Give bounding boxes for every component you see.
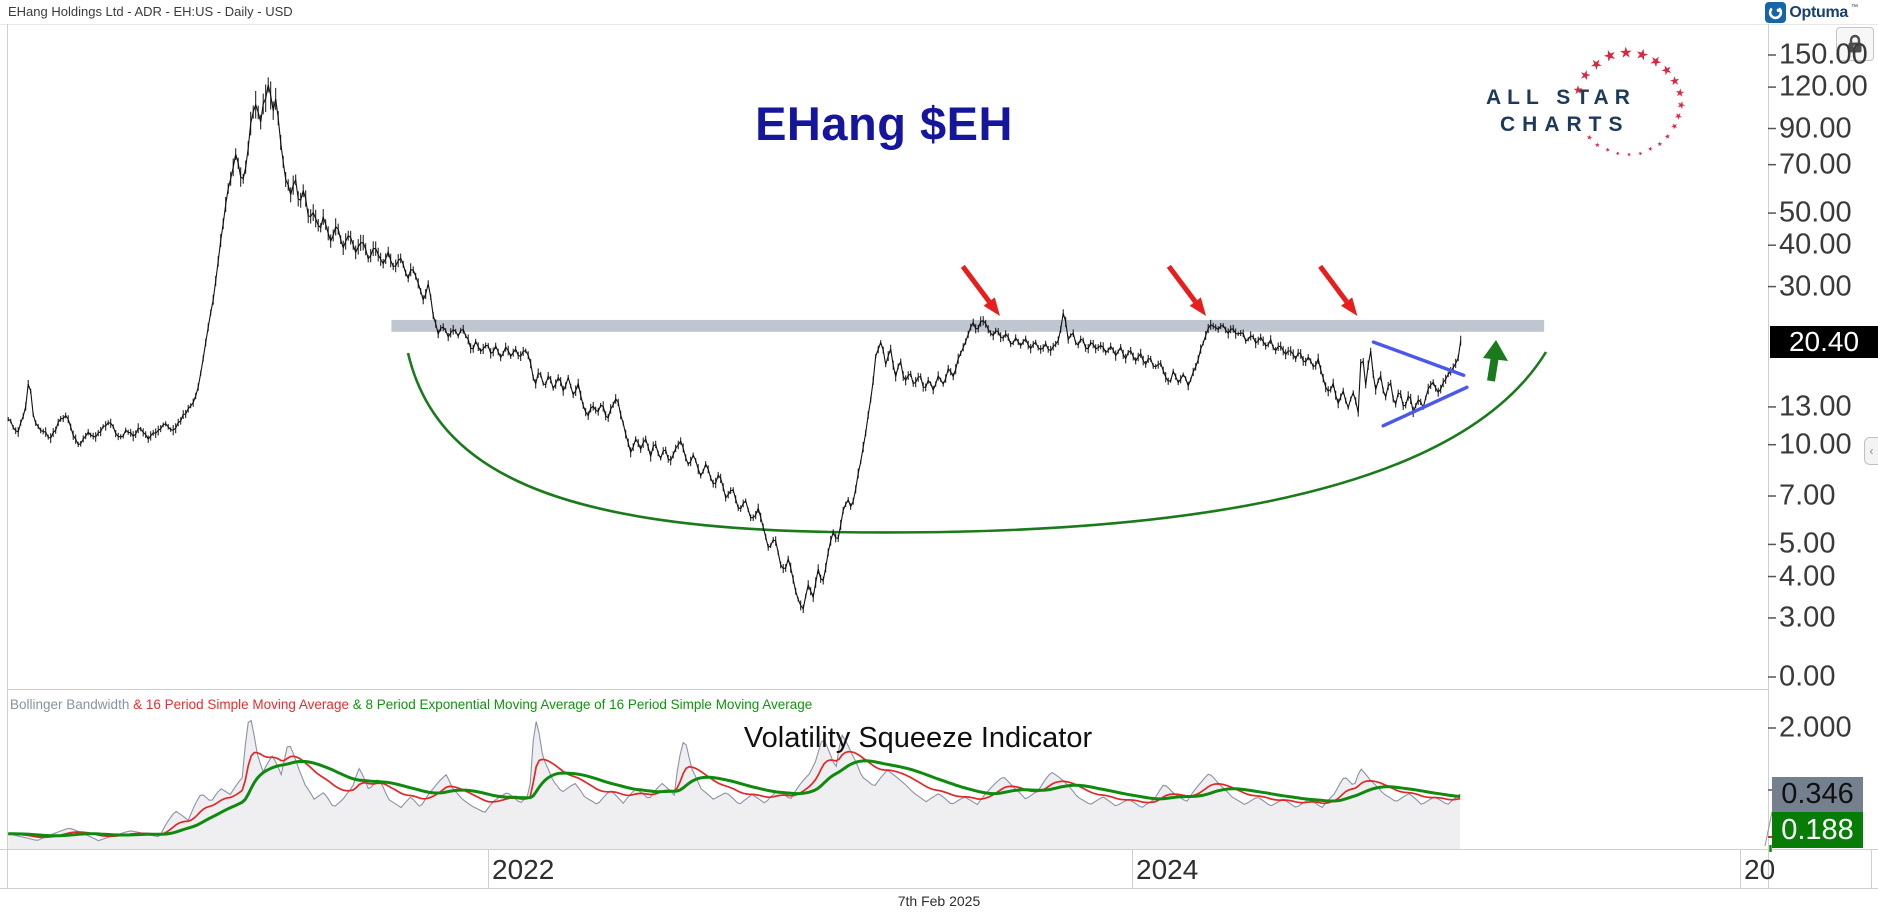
star-icon: ★ bbox=[1614, 149, 1621, 157]
price-axis-label: 150.00 bbox=[1779, 38, 1868, 71]
footer-date: 7th Feb 2025 bbox=[897, 893, 981, 909]
price-axis-label: 13.00 bbox=[1779, 390, 1852, 423]
lock-button[interactable] bbox=[1836, 27, 1874, 61]
price-axis-label: 30.00 bbox=[1779, 270, 1852, 303]
star-icon: ★ bbox=[1575, 66, 1595, 85]
legend-ema: & 8 Period Exponential Moving Average of… bbox=[348, 697, 813, 712]
optuma-logo-icon bbox=[1765, 2, 1787, 23]
legend-bandwidth: Bollinger Bandwidth bbox=[10, 697, 130, 712]
price-axis-label: 5.00 bbox=[1779, 527, 1836, 560]
price-axis-label: 120.00 bbox=[1779, 70, 1868, 103]
price-axis-label: 10.00 bbox=[1779, 428, 1852, 461]
star-icon: ★ bbox=[1626, 150, 1632, 157]
indicator-axis-label: 2.000 bbox=[1779, 711, 1852, 744]
star-icon: ★ bbox=[1672, 110, 1685, 122]
star-icon: ★ bbox=[1593, 140, 1603, 150]
bandwidth-value-badge: 0.346 bbox=[1772, 777, 1863, 812]
price-axis-label: 3.00 bbox=[1779, 601, 1836, 634]
star-icon: ★ bbox=[1674, 100, 1687, 110]
last-price-badge: 20.40 bbox=[1770, 326, 1878, 359]
year-axis-label: 2024 bbox=[1136, 854, 1199, 885]
star-icon: ★ bbox=[1655, 138, 1665, 149]
price-axis-label: 4.00 bbox=[1779, 560, 1836, 593]
ema-value-badge: 0.188 bbox=[1772, 812, 1863, 848]
star-icon: ★ bbox=[1619, 44, 1634, 62]
indicator-title: Volatility Squeeze Indicator bbox=[743, 722, 1093, 754]
indicator-legend[interactable]: Bollinger Bandwidth & 16 Period Simple M… bbox=[10, 697, 812, 712]
price-axis-label: 0.00 bbox=[1779, 660, 1836, 693]
star-icon: ★ bbox=[1672, 86, 1687, 99]
asc-logo-line2: CHARTS bbox=[1500, 113, 1630, 136]
trademark-mark: ™ bbox=[1851, 4, 1858, 11]
axis-collapse-button[interactable]: ‹ bbox=[1864, 437, 1878, 465]
chart-watermark-title: EHang $EH bbox=[755, 97, 1013, 150]
all-star-charts-logo: ALL STAR CHARTS ★ ★ ★ ★ ★ ★ ★ ★ ★ ★ ★ ★ ★ ★ ★ ★ ★ ★ ★ ★ ★ ★ bbox=[1478, 42, 1718, 182]
year-axis-label: 2026 bbox=[1744, 854, 1774, 885]
price-axis-label: 90.00 bbox=[1779, 112, 1852, 144]
star-icon: ★ bbox=[1662, 131, 1672, 141]
price-axis-label: 70.00 bbox=[1779, 148, 1852, 181]
titlebar: EHang Holdings Ltd - ADR - EH:US - Daily… bbox=[0, 0, 1878, 24]
star-icon: ★ bbox=[1636, 148, 1643, 156]
legend-sma: & 16 Period Simple Moving Average bbox=[129, 697, 349, 712]
price-axis-label: 50.00 bbox=[1779, 196, 1852, 229]
star-icon: ★ bbox=[1600, 45, 1620, 67]
lock-icon bbox=[1846, 34, 1864, 54]
star-icon: ★ bbox=[1666, 73, 1684, 89]
price-axis-label: 40.00 bbox=[1779, 228, 1852, 261]
star-icon: ★ bbox=[1646, 144, 1654, 153]
chevron-left-icon: ‹ bbox=[1869, 444, 1874, 458]
year-axis-label: 2022 bbox=[492, 854, 555, 885]
star-icon: ★ bbox=[1604, 145, 1612, 153]
optuma-brand-text: Optuma bbox=[1789, 3, 1848, 21]
optuma-logo: Optuma ™ bbox=[1765, 2, 1858, 23]
price-axis-label: 7.00 bbox=[1779, 479, 1836, 512]
symbol-title: EHang Holdings Ltd - ADR - EH:US - Daily… bbox=[8, 4, 293, 19]
asc-logo-line1: ALL STAR bbox=[1486, 86, 1636, 109]
star-icon: ★ bbox=[1668, 121, 1681, 132]
